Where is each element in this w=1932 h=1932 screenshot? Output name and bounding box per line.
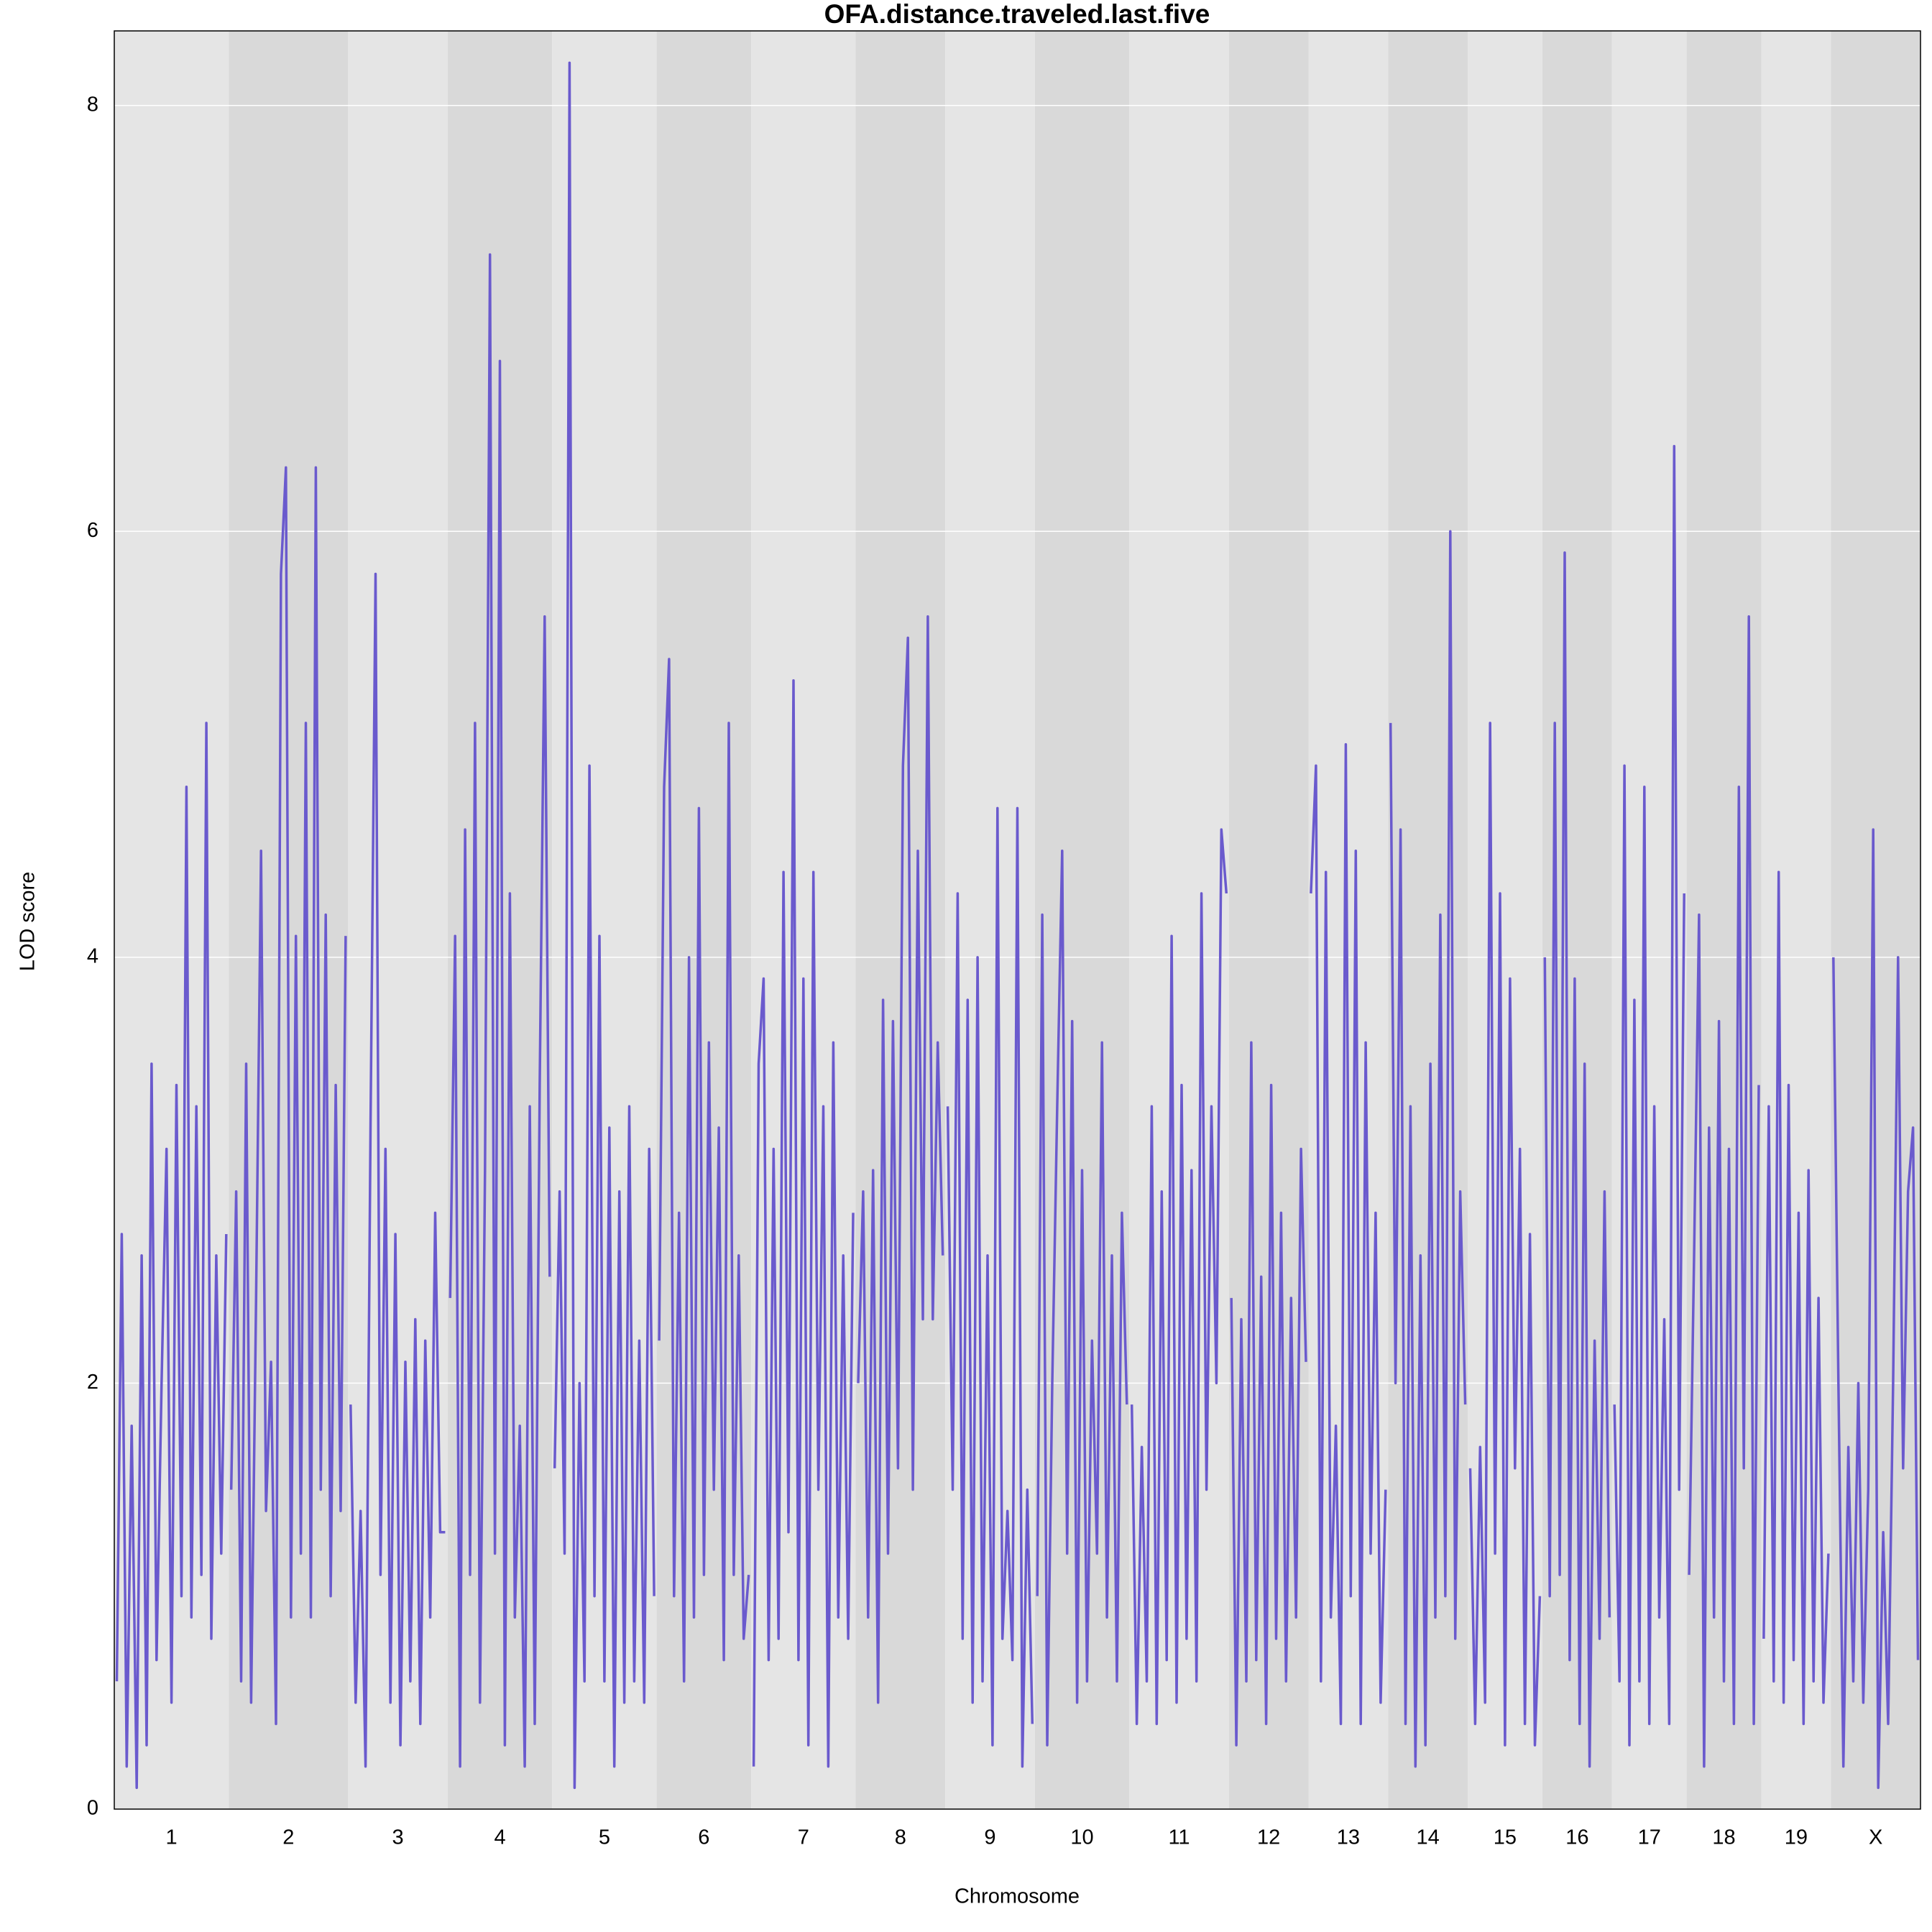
x-tick-label: 4 <box>494 1826 505 1849</box>
y-tick-label: 8 <box>87 93 98 116</box>
x-tick-label: 7 <box>798 1826 809 1849</box>
x-tick-label: 9 <box>984 1826 995 1849</box>
chart-title: OFA.distance.traveled.last.five <box>824 0 1210 29</box>
lod-line <box>1613 445 1685 1747</box>
lod-line <box>1543 551 1611 1768</box>
y-tick-label: 2 <box>87 1371 98 1394</box>
x-tick-label: 2 <box>282 1826 294 1849</box>
x-tick-label: 17 <box>1638 1826 1661 1849</box>
lod-line <box>857 615 944 1704</box>
x-tick-label: 18 <box>1712 1826 1735 1849</box>
x-tick-label: 15 <box>1494 1826 1517 1849</box>
y-tick-label: 0 <box>87 1797 98 1820</box>
lod-line <box>658 658 750 1683</box>
lod-line <box>1036 849 1128 1747</box>
y-tick-label: 6 <box>87 519 98 542</box>
lod-line <box>1762 870 1830 1726</box>
lod-line <box>1389 530 1467 1768</box>
lod-line <box>1230 1041 1307 1747</box>
y-axis-label: LOD score <box>17 872 40 972</box>
lod-line <box>553 61 656 1790</box>
lod-line <box>946 806 1034 1768</box>
lod-line <box>349 572 446 1768</box>
x-tick-label: 6 <box>698 1826 709 1849</box>
x-tick-label: 5 <box>599 1826 610 1849</box>
x-tick-label: 10 <box>1070 1826 1093 1849</box>
x-tick-label: 8 <box>895 1826 906 1849</box>
lod-line <box>229 466 347 1726</box>
x-tick-label: 11 <box>1168 1826 1190 1849</box>
lod-line <box>448 253 551 1768</box>
x-tick-label: 1 <box>166 1826 178 1849</box>
x-tick-label: 12 <box>1257 1826 1280 1849</box>
x-tick-label: 16 <box>1565 1826 1588 1849</box>
x-axis-label: Chromosome <box>954 1885 1080 1908</box>
lod-line <box>1468 722 1542 1747</box>
lod-line <box>752 678 855 1768</box>
x-tick-label: 13 <box>1337 1826 1360 1849</box>
lod-line <box>1832 828 1920 1790</box>
lod-line <box>1130 828 1228 1726</box>
y-tick-label: 4 <box>87 945 98 968</box>
x-tick-label: 3 <box>392 1826 404 1849</box>
lod-line <box>1310 742 1387 1726</box>
plot-frame <box>114 30 1921 1810</box>
x-tick-label: X <box>1869 1826 1882 1849</box>
x-tick-label: 19 <box>1785 1826 1808 1849</box>
lod-line <box>1688 615 1760 1768</box>
lod-line <box>115 722 228 1790</box>
x-tick-label: 14 <box>1417 1826 1440 1849</box>
